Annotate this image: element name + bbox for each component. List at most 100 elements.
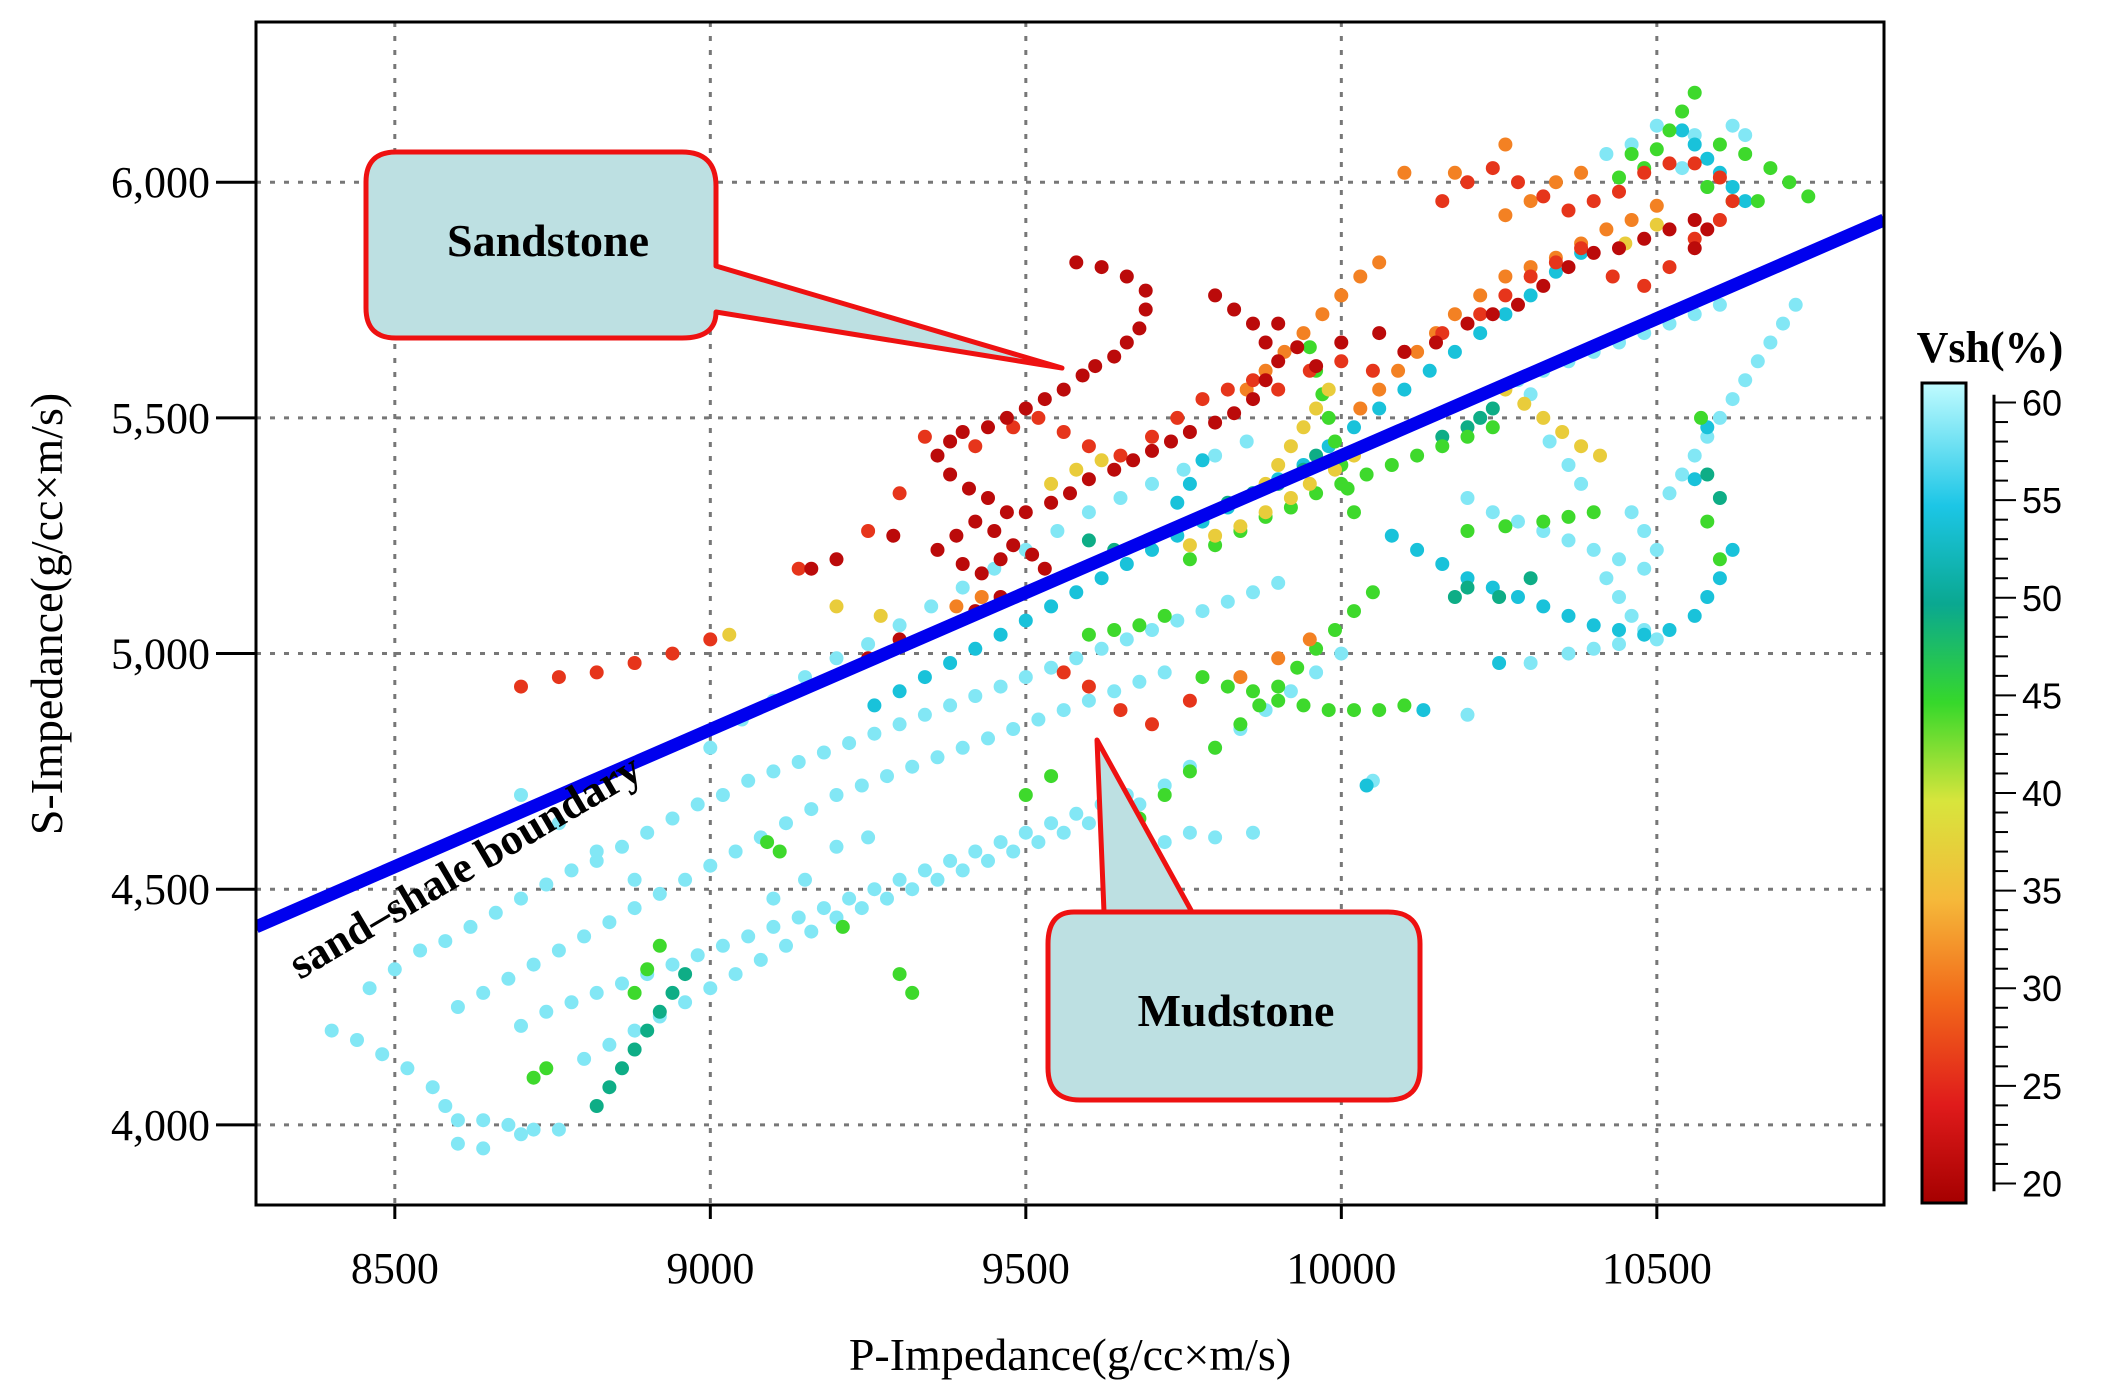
data-point <box>1246 585 1260 600</box>
data-point <box>1081 505 1096 520</box>
data-point <box>703 858 718 873</box>
data-point <box>640 962 655 977</box>
data-point <box>1208 528 1223 543</box>
data-point <box>1246 684 1260 699</box>
data-point <box>652 938 667 953</box>
data-point <box>1498 269 1513 284</box>
data-point <box>892 618 907 633</box>
data-point <box>1309 665 1324 680</box>
data-point <box>665 811 680 826</box>
data-point <box>1612 552 1626 567</box>
data-point <box>1687 448 1702 463</box>
data-point <box>665 957 680 972</box>
data-point <box>362 981 377 996</box>
data-point <box>1416 703 1431 718</box>
data-point <box>1145 623 1159 637</box>
data-point <box>1624 213 1639 227</box>
data-point <box>602 1037 617 1052</box>
data-point <box>1258 335 1273 350</box>
data-point <box>993 552 1008 567</box>
data-point <box>917 707 932 722</box>
data-point <box>1233 519 1248 534</box>
data-point <box>678 995 693 1010</box>
data-point <box>1561 260 1576 275</box>
data-point <box>1536 278 1551 293</box>
data-point <box>703 740 718 755</box>
data-point <box>1725 392 1740 407</box>
data-point <box>1018 825 1033 840</box>
data-point <box>917 863 932 878</box>
data-point <box>615 839 629 854</box>
data-point <box>627 872 642 887</box>
data-point <box>1788 297 1803 312</box>
data-point <box>1561 203 1576 218</box>
data-point <box>1315 307 1330 322</box>
data-point <box>1460 580 1475 595</box>
data-point <box>842 736 857 751</box>
data-point <box>1738 147 1753 161</box>
data-point <box>1429 335 1443 350</box>
data-point <box>1473 326 1488 341</box>
data-point <box>1359 778 1374 793</box>
data-point <box>955 425 970 439</box>
data-point <box>861 524 876 538</box>
data-point <box>1561 458 1576 472</box>
data-point <box>1271 458 1286 472</box>
data-point <box>1063 486 1077 501</box>
data-point <box>1649 118 1664 133</box>
data-point <box>1763 161 1778 176</box>
data-point <box>1687 137 1702 152</box>
data-point <box>1107 623 1122 637</box>
data-point <box>1662 486 1677 501</box>
data-point <box>1675 161 1690 176</box>
data-point <box>1523 269 1538 284</box>
data-point <box>1353 401 1368 416</box>
data-point <box>1397 344 1412 359</box>
data-point <box>829 788 844 802</box>
data-point <box>1473 410 1488 425</box>
y-tick-label: 4,500 <box>111 865 210 914</box>
data-point <box>1334 335 1349 350</box>
data-point <box>1132 674 1147 689</box>
data-point <box>1182 538 1197 553</box>
data-point <box>867 882 882 897</box>
data-point <box>1018 401 1033 416</box>
data-point <box>892 717 907 732</box>
data-point <box>1649 542 1664 557</box>
data-point <box>1031 410 1046 425</box>
data-point <box>1081 533 1096 548</box>
data-point <box>450 1113 465 1128</box>
data-point <box>1132 321 1147 336</box>
data-point <box>1081 472 1096 487</box>
data-point <box>1321 703 1336 718</box>
data-point <box>1662 123 1677 138</box>
data-point <box>1094 641 1109 656</box>
x-axis: 8500 9000 9500 10000 10500 <box>351 1205 1712 1293</box>
data-point <box>627 1023 642 1038</box>
data-point <box>955 863 970 878</box>
data-point <box>1801 189 1816 204</box>
data-point <box>488 905 503 920</box>
x-axis-title: P-Impedance(g/cc×m/s) <box>849 1329 1291 1380</box>
data-point <box>1044 495 1059 510</box>
data-point <box>1246 825 1260 840</box>
data-point <box>741 929 756 944</box>
data-point <box>892 486 907 501</box>
data-point <box>1447 307 1462 322</box>
colorbar-tick-label: 40 <box>2022 773 2062 814</box>
data-point <box>425 1080 440 1095</box>
data-point <box>741 773 756 788</box>
data-point <box>880 891 894 906</box>
data-point <box>1624 147 1639 161</box>
data-point <box>1208 448 1223 463</box>
data-point <box>1776 316 1790 331</box>
data-point <box>1006 844 1021 859</box>
data-point <box>968 439 983 454</box>
data-point <box>1328 623 1342 637</box>
data-point <box>1738 373 1753 388</box>
data-point <box>917 429 932 444</box>
data-point <box>1435 194 1450 209</box>
data-point <box>924 599 939 614</box>
data-point <box>539 1004 554 1019</box>
colorbar-gradient <box>1920 381 1968 1205</box>
